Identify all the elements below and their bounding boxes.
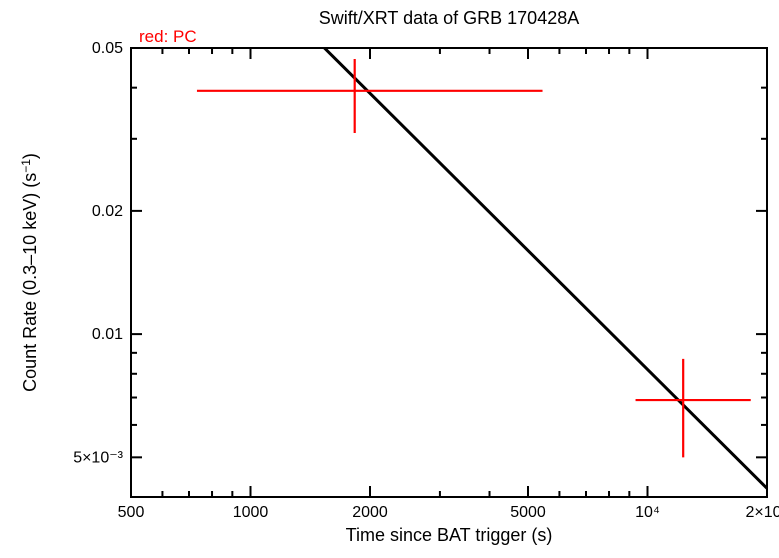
chart-title: Swift/XRT data of GRB 170428A bbox=[319, 8, 579, 28]
x-tick-label: 5000 bbox=[510, 504, 546, 521]
y-axis-label: Count Rate (0.3–10 keV) (s−1) bbox=[19, 153, 40, 392]
chart-container: 500 1000 2000 5000 10⁴ 2×10⁴ 5×10⁻³ 0.01 0.02 0.0… bbox=[0, 0, 779, 558]
x-tick-label: 2000 bbox=[352, 504, 388, 521]
chart-background bbox=[0, 0, 779, 558]
x-axis-label: Time since BAT trigger (s) bbox=[346, 525, 553, 545]
legend-text: red: PC bbox=[139, 27, 197, 46]
y-tick-label: 5×10⁻³ bbox=[73, 449, 123, 466]
y-tick-label: 0.05 bbox=[92, 40, 123, 57]
y-tick-label: 0.02 bbox=[92, 203, 123, 220]
x-tick-label: 10⁴ bbox=[635, 504, 660, 521]
chart-svg: 500 1000 2000 5000 10⁴ 2×10⁴ 5×10⁻³ 0.01 0.02 0.0… bbox=[0, 0, 779, 558]
x-tick-label: 500 bbox=[118, 504, 145, 521]
x-tick-label: 1000 bbox=[233, 504, 269, 521]
x-tick-label: 2×10⁴ bbox=[746, 504, 779, 521]
y-tick-label: 0.01 bbox=[92, 326, 123, 343]
